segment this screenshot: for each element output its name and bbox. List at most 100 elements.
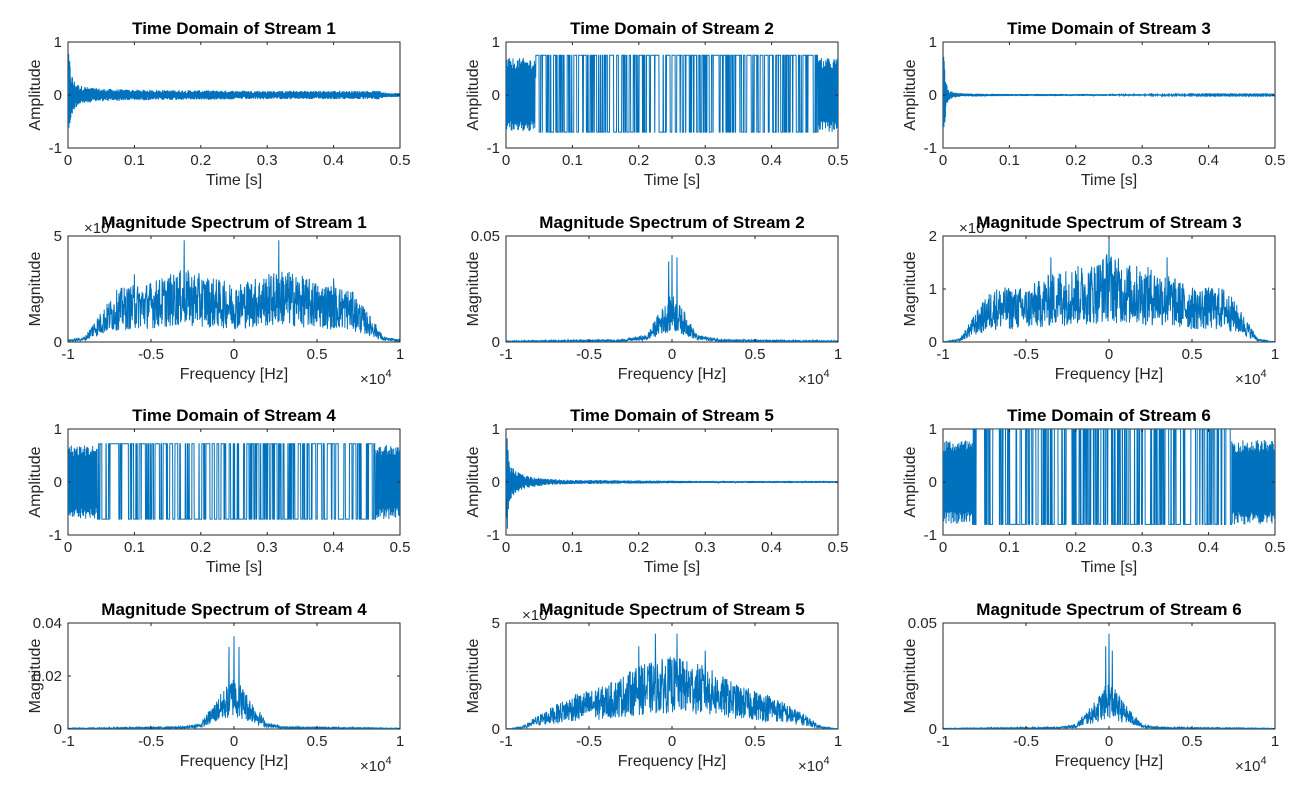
subplot-11: -1 -0.5 0 0.5 1 0 5 Frequency [Hz] Magnitude ×104… (465, 600, 842, 775)
y-tick-label: -1 (924, 140, 937, 157)
y-tick-label: 0 (54, 87, 62, 104)
y-tick-label: 0.05 (908, 615, 937, 632)
x-tick-label: 0.4 (323, 152, 344, 169)
x-tick-label: -0.5 (576, 733, 602, 750)
x-tick-label: 1 (396, 346, 404, 363)
x-axis-label: Time [s] (1081, 559, 1137, 576)
x-tick-label: 0.3 (1132, 539, 1153, 556)
x-axis-label: Frequency [Hz] (618, 753, 726, 770)
x-tick-label: -0.5 (576, 346, 602, 363)
x-tick-label: 0.5 (1265, 539, 1286, 556)
x-tick-label: 1 (396, 733, 404, 750)
x-tick-label: -1 (936, 733, 949, 750)
y-tick-label: 0 (492, 721, 500, 738)
x-tick-label: 0.4 (761, 152, 782, 169)
x-tick-label: 0.4 (761, 539, 782, 556)
x-tick-label: 1 (1271, 346, 1279, 363)
x-tick-label: 0.2 (190, 539, 211, 556)
signal-line (943, 236, 1275, 342)
y-axis-label: Amplitude (465, 59, 482, 130)
y-axis-label: Amplitude (465, 446, 482, 517)
x-tick-label: 0 (1105, 733, 1113, 750)
x-tick-label: 1 (834, 346, 842, 363)
y-axis-label: Amplitude (902, 446, 919, 517)
plot-title: Magnitude Spectrum of Stream 2 (539, 213, 804, 232)
x-tick-label: 0.5 (1265, 152, 1286, 169)
x-tick-label: 0.3 (257, 539, 278, 556)
plot-title: Time Domain of Stream 5 (570, 406, 774, 425)
y-tick-label: 0 (929, 87, 937, 104)
y-tick-label: -1 (924, 527, 937, 544)
x-tick-label: 0.1 (562, 539, 583, 556)
signal-line (506, 633, 838, 729)
x-tick-label: 0.3 (257, 152, 278, 169)
plot-title: Time Domain of Stream 6 (1007, 406, 1211, 425)
signal-line (506, 255, 838, 342)
plot-title: Magnitude Spectrum of Stream 5 (539, 600, 804, 619)
signal-line (506, 438, 838, 529)
y-tick-label: 0.02 (33, 668, 62, 685)
x-tick-label: 1 (834, 733, 842, 750)
y-axis-label: Amplitude (27, 59, 44, 130)
y-tick-label: 5 (54, 228, 62, 245)
x-tick-label: 0 (230, 733, 238, 750)
y-tick-label: 1 (929, 281, 937, 298)
y-tick-label: 0 (929, 721, 937, 738)
subplot-10: -1 -0.5 0 0.5 1 0 0.02 0.04 Magnitude Spectrum o… (27, 600, 404, 775)
x-tick-label: 0.1 (124, 152, 145, 169)
signal-line (68, 54, 400, 129)
x-tick-label: 0.4 (1198, 152, 1219, 169)
x-tick-label: 0.4 (1198, 539, 1219, 556)
x-tick-label: 0.3 (695, 539, 716, 556)
x-tick-label: -0.5 (1013, 346, 1039, 363)
x-tick-label: -0.5 (1013, 733, 1039, 750)
y-tick-label: -1 (487, 140, 500, 157)
x-tick-label: 0.1 (999, 539, 1020, 556)
x-tick-label: -1 (61, 346, 74, 363)
y-tick-label: 0 (929, 334, 937, 351)
y-axis-label: Magnitude (902, 252, 919, 327)
x-exponent-label: ×104 (360, 368, 392, 388)
y-tick-label: 1 (54, 34, 62, 51)
x-exponent-label: ×104 (360, 755, 392, 775)
y-tick-label: -1 (49, 527, 62, 544)
signal-line (68, 443, 400, 520)
x-tick-label: 0 (939, 539, 947, 556)
y-axis-label: Amplitude (902, 59, 919, 130)
x-tick-label: 0.3 (1132, 152, 1153, 169)
y-axis-label: Magnitude (902, 639, 919, 714)
x-tick-label: 0 (939, 152, 947, 169)
y-tick-label: 0 (54, 474, 62, 491)
plot-title: Magnitude Spectrum of Stream 6 (976, 600, 1241, 619)
plot-title: Time Domain of Stream 4 (132, 406, 336, 425)
x-tick-label: 1 (1271, 733, 1279, 750)
y-tick-label: 1 (929, 34, 937, 51)
x-exponent-label: ×104 (798, 368, 830, 388)
x-tick-label: 0 (668, 346, 676, 363)
x-axis-label: Time [s] (206, 559, 262, 576)
x-tick-label: 0 (1105, 346, 1113, 363)
signal-line (506, 54, 838, 133)
x-tick-label: 0.2 (628, 152, 649, 169)
x-axis-label: Frequency [Hz] (1055, 753, 1163, 770)
x-axis-label: Time [s] (644, 559, 700, 576)
y-exponent-label: ×104 (959, 217, 991, 237)
y-tick-label: -1 (487, 527, 500, 544)
y-tick-label: 0 (492, 87, 500, 104)
signal-line (943, 429, 1275, 525)
x-tick-label: 0.3 (695, 152, 716, 169)
x-tick-label: -0.5 (138, 346, 164, 363)
y-tick-label: 0 (492, 474, 500, 491)
x-tick-label: 0 (230, 346, 238, 363)
y-tick-label: 1 (492, 421, 500, 438)
y-tick-label: 0 (929, 474, 937, 491)
y-tick-label: 0.04 (33, 615, 62, 632)
x-tick-label: 0.5 (1182, 733, 1203, 750)
y-exponent-label: ×104 (522, 604, 554, 624)
plot-title: Magnitude Spectrum of Stream 1 (101, 213, 366, 232)
x-tick-label: 0 (64, 152, 72, 169)
x-tick-label: 0.5 (307, 346, 328, 363)
